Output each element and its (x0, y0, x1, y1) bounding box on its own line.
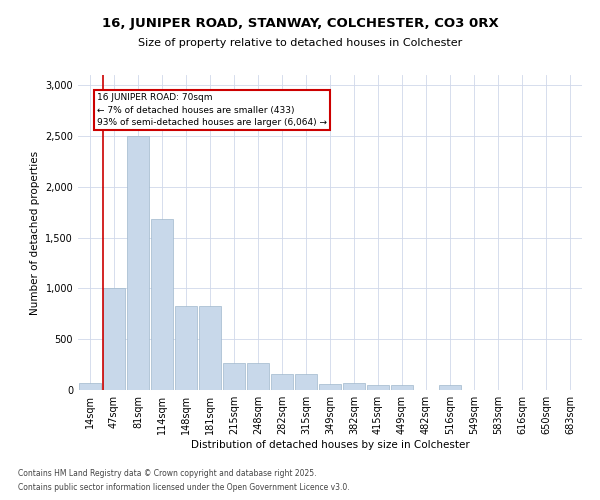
Bar (79, 383, 101, 390)
Bar (391, 386, 413, 390)
Bar (199, 306, 221, 390)
Bar (367, 385, 389, 390)
Bar (343, 384, 365, 390)
Bar (247, 362, 269, 390)
Text: Contains public sector information licensed under the Open Government Licence v3: Contains public sector information licen… (18, 484, 350, 492)
Bar (319, 384, 341, 390)
Bar (271, 374, 293, 390)
Bar (223, 362, 245, 390)
Text: Size of property relative to detached houses in Colchester: Size of property relative to detached ho… (138, 38, 462, 48)
Text: Contains HM Land Registry data © Crown copyright and database right 2025.: Contains HM Land Registry data © Crown c… (18, 468, 317, 477)
Bar (127, 136, 149, 390)
Y-axis label: Number of detached properties: Number of detached properties (30, 150, 40, 314)
Bar (295, 374, 317, 390)
Bar (175, 306, 197, 390)
Text: 16 JUNIPER ROAD: 70sqm
← 7% of detached houses are smaller (433)
93% of semi-det: 16 JUNIPER ROAD: 70sqm ← 7% of detached … (97, 94, 327, 128)
Bar (151, 220, 173, 390)
Text: 16, JUNIPER ROAD, STANWAY, COLCHESTER, CO3 0RX: 16, JUNIPER ROAD, STANWAY, COLCHESTER, C… (101, 18, 499, 30)
Bar (439, 386, 461, 390)
Bar (103, 288, 125, 390)
X-axis label: Distribution of detached houses by size in Colchester: Distribution of detached houses by size … (191, 440, 469, 450)
